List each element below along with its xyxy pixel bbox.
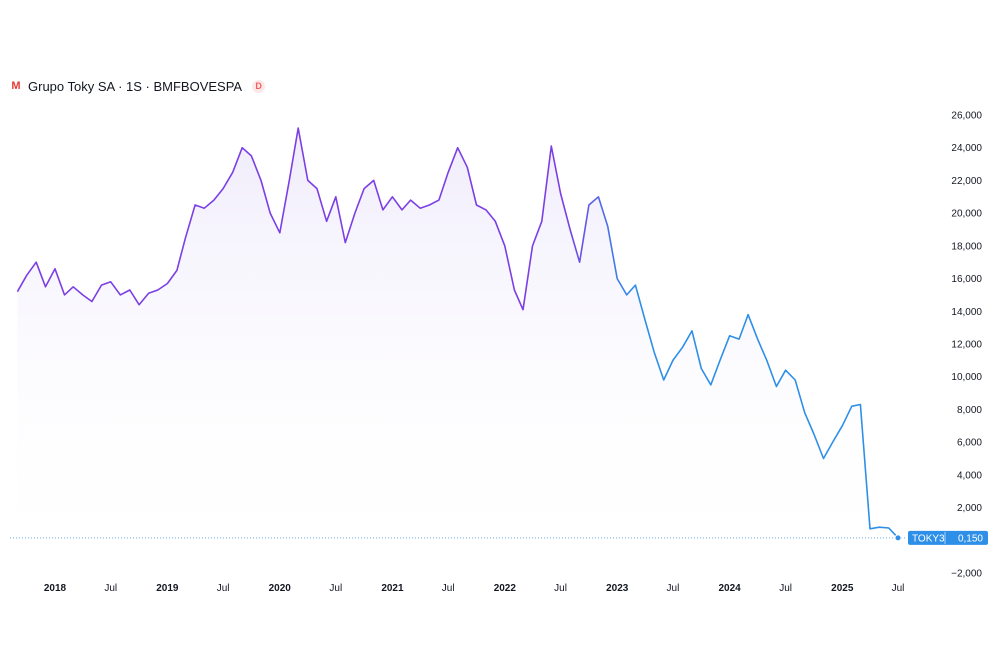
- price-badge-value: 0,150: [958, 533, 983, 544]
- x-tick-label: 2023: [606, 583, 629, 594]
- x-tick-label: Jul: [442, 583, 455, 594]
- y-tick-label: 10,000: [951, 372, 982, 383]
- x-tick-label: Jul: [667, 583, 680, 594]
- y-tick-label: 24,000: [951, 143, 982, 154]
- chart-card: M Grupo Toky SA · 1S · BMFBOVESPA D −2,0…: [0, 66, 1000, 600]
- y-tick-label: 16,000: [951, 274, 982, 285]
- x-tick-label: Jul: [779, 583, 792, 594]
- y-tick-label: 6,000: [957, 438, 982, 449]
- x-tick-label: Jul: [217, 583, 230, 594]
- x-axis: 2018 Jul 2019 Jul 2020 Jul 2021 Jul 2022 Jul 2023 J…: [44, 583, 905, 594]
- x-tick-label: Jul: [104, 583, 117, 594]
- y-tick-label: 14,000: [951, 307, 982, 318]
- y-tick-label: −2,000: [951, 569, 982, 580]
- x-tick-label: 2021: [381, 583, 404, 594]
- x-tick-label: 2018: [44, 583, 67, 594]
- y-tick-label: 4,000: [957, 470, 982, 481]
- y-tick-label: 18,000: [951, 241, 982, 252]
- y-tick-label: 12,000: [951, 340, 982, 351]
- price-chart[interactable]: −2,000 2,000 4,000 6,000 8,000 10,000 12,000 14…: [0, 66, 1000, 600]
- last-price-dot: [894, 534, 902, 542]
- series-area: [17, 128, 898, 573]
- price-badge: TOKY3 0,150: [908, 530, 988, 545]
- x-tick-label: 2025: [831, 583, 854, 594]
- series-line-toky3[interactable]: [16, 127, 899, 539]
- x-tick-label: Jul: [554, 583, 567, 594]
- exchange-logo-icon: M: [11, 80, 21, 92]
- chart-title: Grupo Toky SA · 1S · BMFBOVESPA: [28, 78, 243, 94]
- x-tick-label: 2019: [156, 583, 179, 594]
- y-tick-label: 8,000: [957, 405, 982, 416]
- y-tick-label: 22,000: [951, 176, 982, 187]
- y-tick-label: 2,000: [957, 503, 982, 514]
- delayed-data-badge[interactable]: D: [252, 79, 266, 93]
- x-tick-label: Jul: [892, 583, 905, 594]
- chart-header: M Grupo Toky SA · 1S · BMFBOVESPA D: [10, 76, 266, 96]
- y-axis: −2,000 2,000 4,000 6,000 8,000 10,000 12,000 14…: [951, 111, 982, 580]
- x-tick-label: 2020: [269, 583, 292, 594]
- price-badge-ticker: TOKY3: [912, 533, 945, 544]
- x-tick-label: 2024: [718, 583, 741, 594]
- x-tick-label: Jul: [329, 583, 342, 594]
- x-tick-label: 2022: [494, 583, 517, 594]
- y-tick-label: 20,000: [951, 209, 982, 220]
- y-tick-label: 26,000: [951, 111, 982, 122]
